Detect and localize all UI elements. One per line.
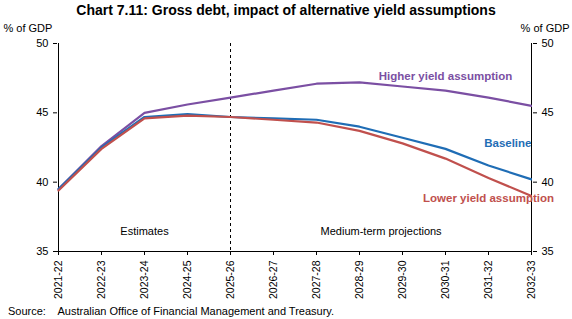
svg-text:Baseline: Baseline (484, 137, 531, 149)
svg-text:50: 50 (36, 37, 48, 49)
svg-text:45: 45 (542, 106, 554, 118)
svg-text:2028-29: 2028-29 (353, 260, 365, 299)
svg-text:2027-28: 2027-28 (310, 260, 322, 299)
svg-text:35: 35 (36, 245, 48, 257)
svg-text:2024-25: 2024-25 (181, 260, 193, 299)
svg-text:% of GDP: % of GDP (521, 22, 570, 34)
svg-text:% of GDP: % of GDP (4, 22, 53, 34)
svg-text:2030-31: 2030-31 (439, 260, 451, 299)
svg-text:Estimates: Estimates (120, 225, 169, 237)
svg-text:40: 40 (36, 176, 48, 188)
svg-text:Lower yield assumption: Lower yield assumption (423, 192, 554, 204)
svg-text:2021-22: 2021-22 (52, 260, 64, 299)
svg-text:Higher yield assumption: Higher yield assumption (379, 70, 513, 82)
svg-text:35: 35 (542, 245, 554, 257)
svg-text:2023-24: 2023-24 (138, 260, 150, 299)
svg-text:2029-30: 2029-30 (396, 260, 408, 299)
svg-text:2032-33: 2032-33 (525, 260, 537, 299)
svg-text:2025-26: 2025-26 (224, 260, 236, 299)
svg-text:2026-27: 2026-27 (267, 260, 279, 299)
svg-text:40: 40 (542, 176, 554, 188)
svg-text:45: 45 (36, 106, 48, 118)
svg-text:2031-32: 2031-32 (482, 260, 494, 299)
html-text:Chart 7.11: Gross debt, impact: Chart 7.11: Gross debt, impact of altern… (76, 2, 496, 18)
svg-text:2022-23: 2022-23 (95, 260, 107, 299)
svg-text:Medium-term projections: Medium-term projections (321, 225, 443, 237)
html-text:Source: Australian Office of F: Source: Australian Office of Financial M… (8, 305, 335, 317)
svg-text:50: 50 (542, 37, 554, 49)
